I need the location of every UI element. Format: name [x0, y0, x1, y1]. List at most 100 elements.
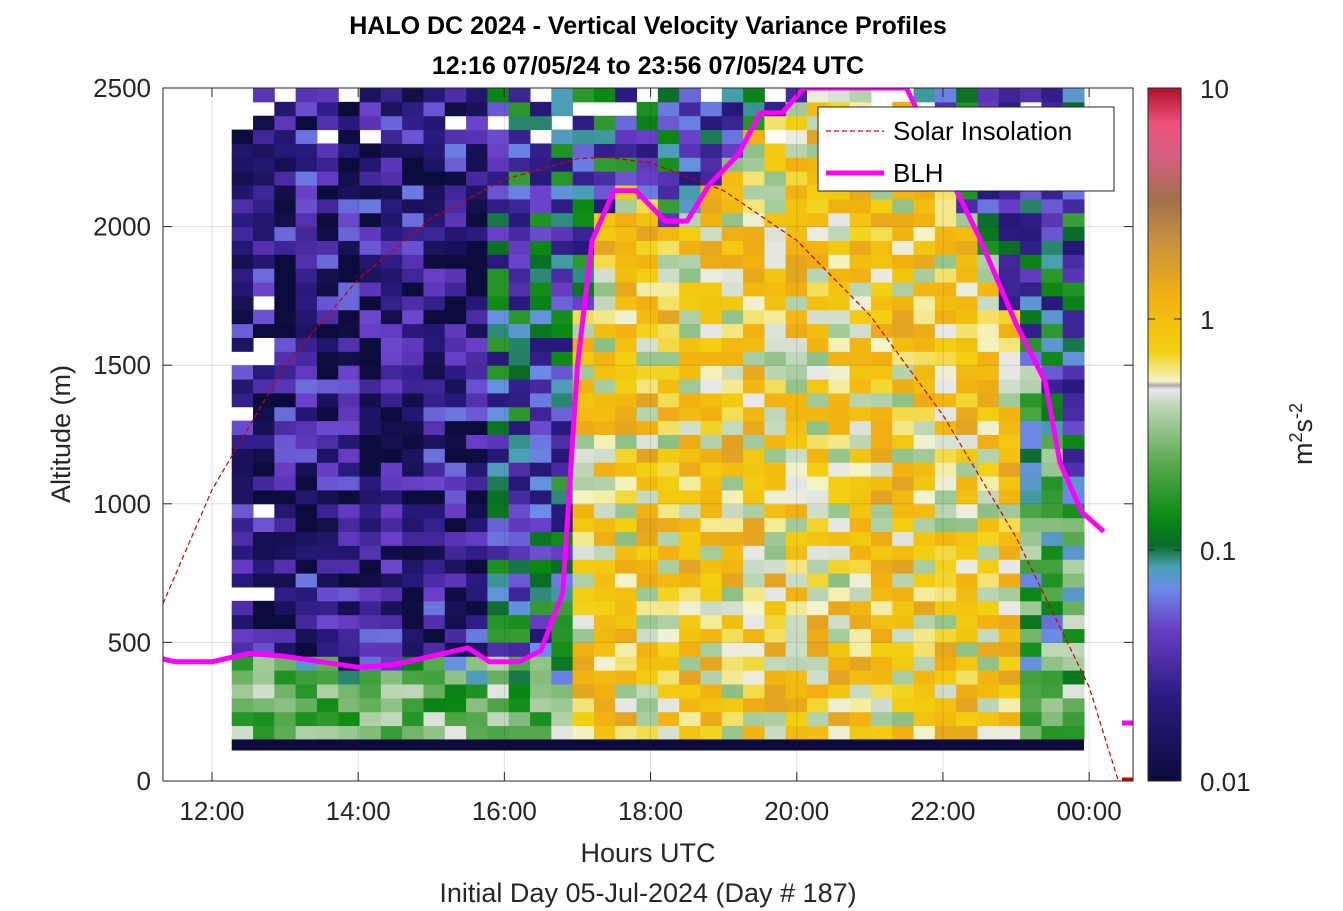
heatmap-cell	[274, 115, 297, 131]
heatmap-cell	[274, 406, 297, 422]
heatmap-cell	[828, 434, 851, 449]
heatmap-cell	[828, 656, 851, 671]
heatmap-cell	[977, 559, 1000, 574]
heatmap-cell	[679, 282, 701, 297]
heatmap-cell	[487, 697, 510, 713]
heatmap-cell	[721, 559, 744, 574]
heatmap-cell	[593, 240, 616, 255]
heatmap-cell	[934, 614, 957, 630]
heatmap-cell	[977, 309, 1000, 325]
heatmap-cell	[530, 476, 552, 491]
heatmap-cell	[551, 462, 574, 477]
heatmap-cell	[530, 586, 552, 602]
heatmap-cell	[743, 448, 765, 463]
heatmap-cell	[274, 711, 297, 727]
heatmap-cell	[253, 88, 275, 103]
heatmap-cell	[444, 323, 467, 338]
heatmap-cell	[316, 198, 339, 214]
heatmap-cell	[870, 212, 893, 228]
heatmap-cell	[892, 462, 915, 477]
heatmap-cell	[615, 254, 638, 269]
heatmap-cell	[295, 489, 318, 505]
heatmap-cell	[615, 683, 638, 699]
heatmap-cell	[934, 434, 957, 449]
heatmap-cell	[998, 573, 1021, 588]
heatmap-cell	[849, 573, 872, 588]
heatmap-cell	[402, 448, 424, 463]
heatmap-cell	[487, 212, 510, 228]
heatmap-cell	[466, 614, 488, 630]
heatmap-cell	[253, 476, 275, 491]
heatmap-cell	[721, 226, 744, 241]
heatmap-cell	[1020, 240, 1042, 255]
heatmap-cell	[551, 171, 574, 186]
heatmap-cell	[466, 379, 488, 394]
heatmap-cell	[934, 226, 957, 241]
heatmap-cell	[743, 351, 765, 366]
heatmap-cell	[615, 309, 638, 325]
heatmap-cell	[679, 683, 701, 699]
heatmap-cell	[657, 101, 680, 117]
heatmap-cell	[487, 503, 510, 519]
heatmap-cell	[380, 670, 403, 685]
heatmap-cell	[530, 462, 552, 477]
heatmap-cell	[913, 642, 936, 657]
heatmap-cell	[679, 628, 701, 643]
heatmap-cell	[338, 503, 361, 519]
heatmap-cell	[700, 143, 723, 158]
heatmap-cell	[508, 600, 531, 616]
heatmap-cell	[615, 143, 638, 158]
heatmap-cell	[1041, 628, 1064, 643]
heatmap-cell	[998, 531, 1021, 546]
heatmap-cell	[487, 143, 510, 158]
heatmap-cell	[466, 628, 488, 643]
heatmap-cell	[828, 462, 851, 477]
heatmap-cell	[423, 462, 446, 477]
heatmap-cell	[1062, 351, 1085, 366]
heatmap-cell	[508, 545, 531, 560]
heatmap-cell	[380, 157, 403, 172]
heatmap-cell	[785, 462, 808, 477]
x-tick-label: 22:00	[910, 796, 975, 826]
heatmap-cell	[551, 670, 574, 685]
heatmap-cell	[593, 656, 616, 671]
heatmap-cell	[892, 406, 915, 422]
heatmap-cell	[913, 420, 936, 435]
heatmap-cell	[508, 379, 531, 394]
heatmap-cell	[338, 683, 361, 699]
heatmap-cell	[530, 448, 552, 463]
heatmap-cell	[849, 711, 872, 727]
heatmap-cell	[508, 309, 531, 325]
heatmap-cell	[615, 392, 638, 408]
heatmap-cell	[316, 282, 339, 297]
heatmap-cell	[551, 295, 574, 311]
heatmap-cell	[530, 337, 552, 352]
heatmap-cell	[849, 559, 872, 574]
heatmap-cell	[870, 254, 893, 269]
heatmap-cell	[785, 656, 808, 671]
heatmap-cell	[998, 254, 1021, 269]
heatmap-cell	[657, 254, 680, 269]
heatmap-cell	[402, 309, 424, 325]
heatmap-cell	[231, 656, 254, 671]
heatmap-cell	[764, 226, 787, 241]
heatmap-cell	[359, 185, 382, 200]
heatmap-cell	[657, 531, 680, 546]
heatmap-cell	[508, 697, 531, 713]
heatmap-cell	[721, 642, 744, 657]
heatmap-cell	[466, 448, 488, 463]
heatmap-cell	[253, 600, 275, 616]
heatmap-cell	[593, 434, 616, 449]
heatmap-cell	[508, 185, 531, 200]
heatmap-cell	[274, 337, 297, 352]
heatmap-cell	[593, 379, 616, 394]
heatmap-cell	[721, 351, 744, 366]
heatmap-cell	[274, 489, 297, 505]
heatmap-cell	[231, 420, 254, 435]
heatmap-cell	[253, 670, 275, 685]
heatmap-cell	[721, 683, 744, 699]
heatmap-cell	[679, 143, 701, 158]
heatmap-cell	[700, 420, 723, 435]
heatmap-cell	[892, 642, 915, 657]
heatmap-cell	[764, 545, 787, 560]
